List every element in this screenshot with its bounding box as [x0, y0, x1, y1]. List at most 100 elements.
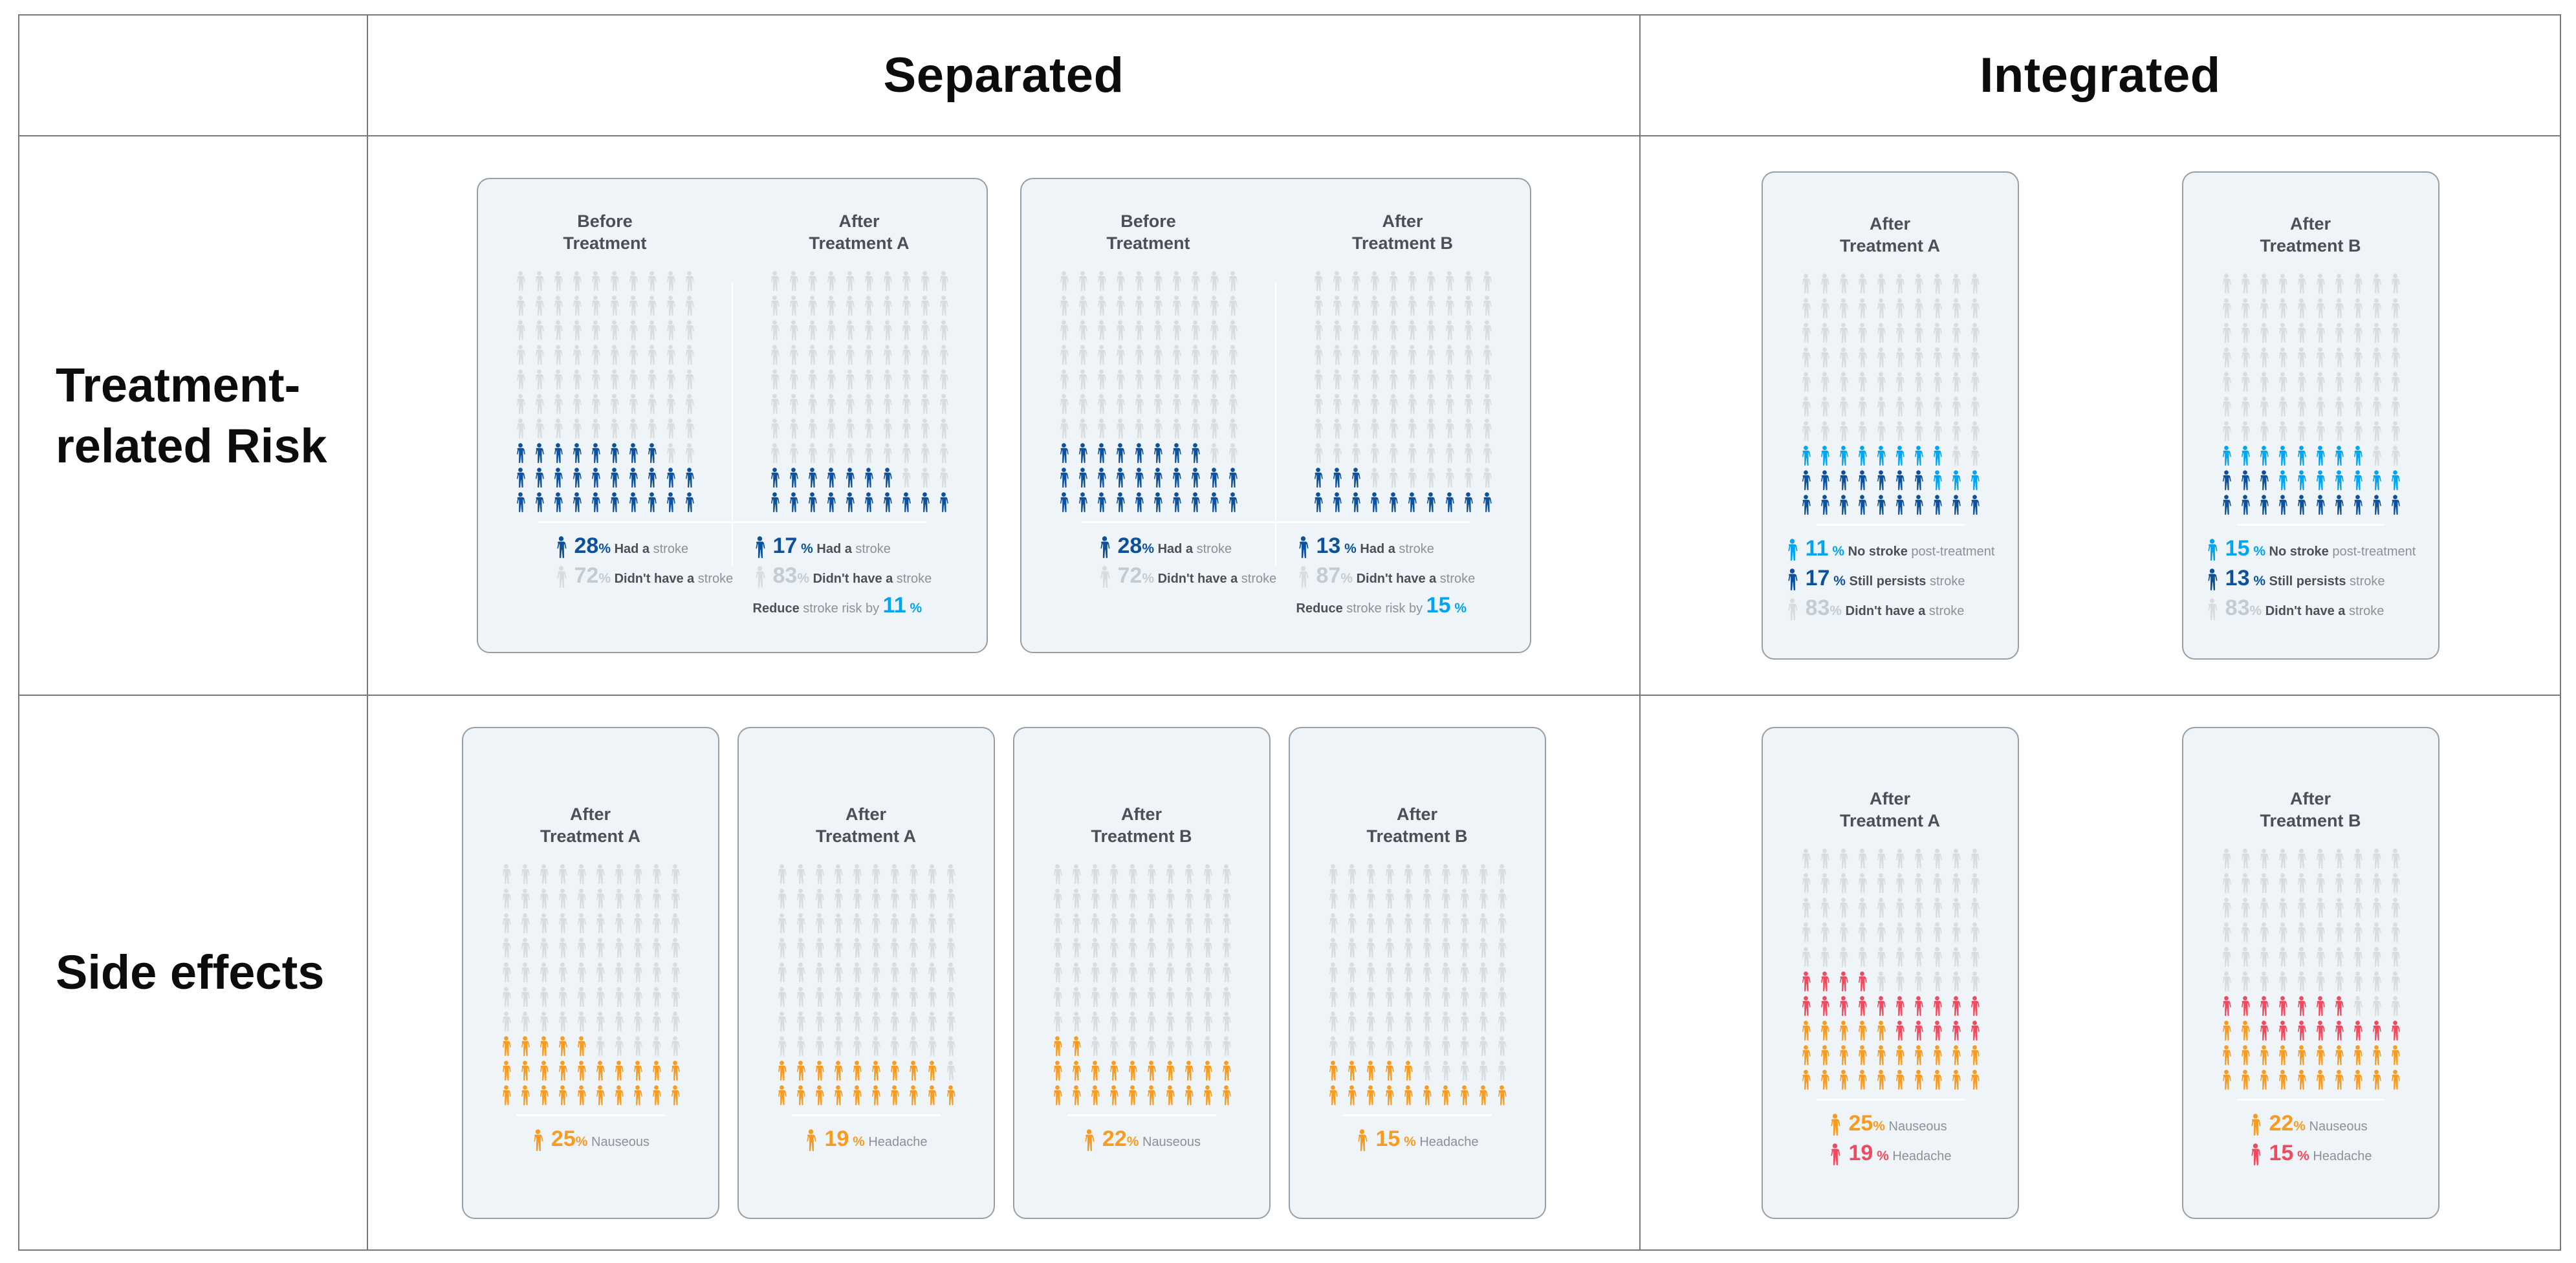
person-icon: [1931, 1045, 1943, 1065]
person-icon: [1368, 369, 1381, 389]
person-icon: [669, 1061, 681, 1081]
person-icon: [1089, 987, 1101, 1007]
legend-row: 83% Didn't have a stroke: [2205, 593, 2416, 623]
person-icon: [571, 320, 583, 340]
person-icon: [1969, 347, 1981, 367]
person-icon: [1458, 913, 1470, 933]
person-icon: [1076, 394, 1089, 414]
person-icon: [1327, 1061, 1339, 1081]
person-icon: [832, 1085, 844, 1105]
person-icon: [1364, 1036, 1377, 1056]
person-icon: [2239, 971, 2251, 991]
person-icon: [851, 938, 863, 958]
person-icon: [1189, 443, 1201, 463]
panel-divider: [731, 283, 733, 566]
legend-segment: 83: [772, 563, 798, 588]
person-icon: [627, 271, 639, 291]
person-icon: [919, 443, 931, 463]
person-icon: [881, 369, 893, 389]
person-icon: [1912, 446, 1925, 466]
person-icon: [1931, 347, 1943, 367]
legend-segment: Didn't have a: [611, 572, 695, 587]
person-icon: [937, 394, 950, 414]
person-icon: [1894, 372, 1906, 392]
person-icon: [2220, 1045, 2232, 1065]
person-icon: [1387, 345, 1399, 365]
person-icon: [2389, 495, 2401, 515]
person-icon: [589, 418, 602, 438]
person-icon: [1443, 345, 1456, 365]
person-icon: [1800, 495, 1812, 515]
person-icon: [1108, 962, 1120, 982]
person-icon: [1145, 913, 1157, 933]
person-icon: [1145, 962, 1157, 982]
person-icon: [1189, 296, 1201, 316]
person-icon: [1133, 345, 1145, 365]
person-icon: [556, 1085, 569, 1105]
person-icon: [888, 1011, 901, 1031]
legend-segment: 15: [2225, 536, 2250, 561]
card-risk-integrated-treatment-a: After Treatment A 11 % No stroke post-tre…: [1761, 171, 2019, 660]
person-icon: [1145, 889, 1157, 909]
person-icon: [1950, 947, 1962, 967]
person-icon: [514, 320, 527, 340]
person-icon: [2389, 1045, 2401, 1065]
person-icon: [1950, 470, 1962, 490]
person-icon: [2352, 421, 2364, 441]
person-icon: [2239, 274, 2251, 294]
person-icon: [1346, 1036, 1358, 1056]
legend-segment: Didn't have a: [1353, 572, 1437, 587]
person-icon: [1312, 369, 1324, 389]
person-icon: [888, 889, 901, 909]
person-icon: [825, 418, 837, 438]
person-icon: [2389, 1020, 2401, 1041]
legend-segment: stroke: [851, 542, 891, 557]
person-icon: [1189, 369, 1201, 389]
person-icon: [2333, 1045, 2345, 1065]
person-icon: [1164, 913, 1176, 933]
person-icon: [1496, 1061, 1508, 1081]
person-icon: [2370, 848, 2383, 869]
person-icon: [613, 938, 625, 958]
legend-person-icon: [2205, 598, 2219, 620]
person-icon: [1076, 443, 1089, 463]
person-icon: [1406, 320, 1418, 340]
person-icon: [862, 320, 875, 340]
person-icon: [1368, 492, 1381, 512]
person-icon: [1856, 323, 1868, 343]
person-icon: [1164, 864, 1176, 884]
person-icon: [813, 864, 825, 884]
legend-person-icon: [1355, 1129, 1369, 1151]
person-icon: [533, 296, 545, 316]
person-icon: [1800, 947, 1812, 967]
person-icon: [926, 1036, 938, 1056]
legend-segment: %: [797, 541, 813, 557]
legend-segment: 19: [824, 1126, 849, 1151]
person-icon: [514, 468, 527, 488]
person-icon: [1402, 1036, 1414, 1056]
person-icon: [519, 938, 531, 958]
person-icon: [1424, 271, 1437, 291]
row-header-side-effects: Side effects: [19, 695, 367, 1249]
person-icon: [2276, 421, 2289, 441]
panel: After Treatment A: [1763, 213, 2018, 515]
legend-segment: %: [2249, 574, 2265, 589]
person-icon: [2389, 947, 2401, 967]
legend-column: 13 % Had a stroke 87% Didn't have a strok…: [1276, 531, 1530, 620]
person-icon: [575, 889, 587, 909]
person-icon: [851, 864, 863, 884]
person-icon: [1126, 987, 1139, 1007]
person-icon: [1183, 864, 1195, 884]
person-icon: [806, 296, 818, 316]
person-icon: [1818, 323, 1831, 343]
person-icon: [1969, 1020, 1981, 1041]
person-icon: [650, 889, 662, 909]
person-icon: [2333, 298, 2345, 318]
person-icon: [650, 962, 662, 982]
person-icon: [1387, 320, 1399, 340]
legend-area: 28% Had a stroke 72% Didn't have a stroke…: [478, 531, 987, 620]
legend-divider: [1342, 1114, 1492, 1116]
person-icon: [944, 1061, 957, 1081]
person-icon: [2352, 347, 2364, 367]
person-icon: [1477, 1011, 1489, 1031]
